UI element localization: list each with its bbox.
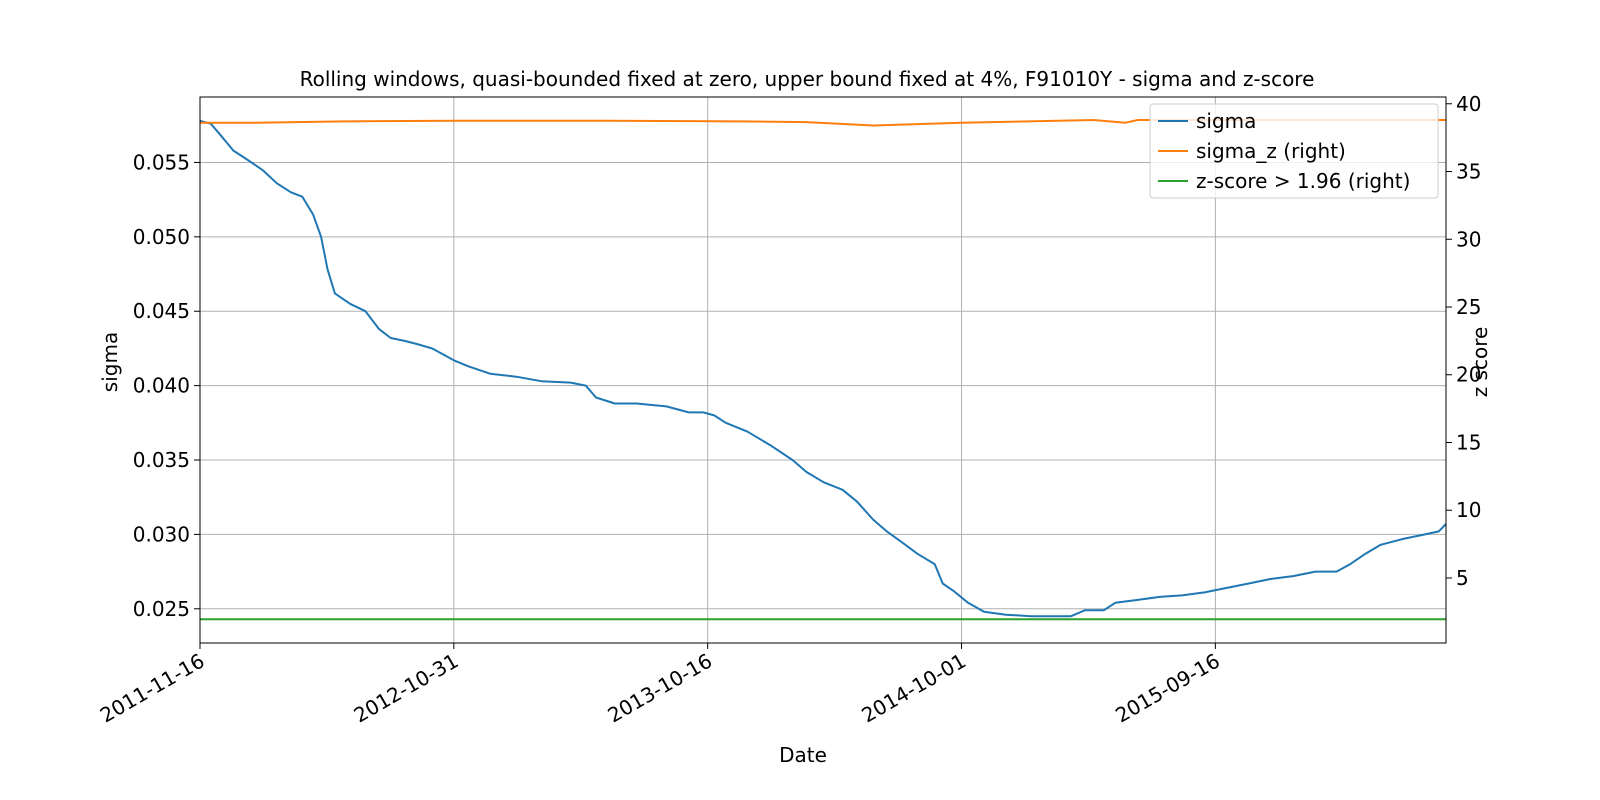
x-tick-label: 2012-10-31 xyxy=(350,649,463,728)
legend: sigma sigma_z (right) z-score > 1.96 (righ… xyxy=(1149,103,1439,199)
y-tick-label-left: 0.055 xyxy=(133,150,190,174)
legend-entry: sigma xyxy=(1196,109,1256,133)
series-layer xyxy=(199,119,1447,621)
x-tick-label: 2015-09-16 xyxy=(1111,649,1224,728)
y-axis-right: 5 10 15 20 25 30 35 40 xyxy=(1446,92,1481,590)
x-tick-label: 2013-10-16 xyxy=(604,649,717,728)
y-axis-label-right: z score xyxy=(1468,327,1492,398)
y-tick-label-left: 0.045 xyxy=(133,299,190,323)
y-tick-label-right: 15 xyxy=(1456,430,1481,454)
y-tick-label-left: 0.040 xyxy=(133,374,190,398)
y-tick-label-right: 35 xyxy=(1456,160,1481,184)
legend-entry: sigma_z (right) xyxy=(1196,139,1346,163)
x-axis-label: Date xyxy=(779,743,827,767)
y-tick-label-right: 40 xyxy=(1456,92,1481,116)
y-tick-label-right: 20 xyxy=(1456,363,1481,387)
y-tick-label-right: 25 xyxy=(1456,295,1481,319)
y-tick-label-left: 0.025 xyxy=(133,597,190,621)
y-tick-label-right: 30 xyxy=(1456,227,1481,251)
y-tick-label-left: 0.035 xyxy=(133,448,190,472)
series-line-2 xyxy=(200,119,1446,127)
plot-frame xyxy=(199,96,1447,644)
legend-box xyxy=(1149,103,1439,199)
grid xyxy=(199,97,1446,643)
y-tick-label-left: 0.050 xyxy=(133,225,190,249)
legend-entry: z-score > 1.96 (right) xyxy=(1196,169,1410,193)
y-tick-label-right: 5 xyxy=(1456,566,1469,590)
y-tick-label-right: 10 xyxy=(1456,498,1481,522)
series-line-1 xyxy=(199,119,1447,618)
y-tick-label-left: 0.030 xyxy=(133,522,190,546)
y-axis-label-left: sigma xyxy=(98,332,122,392)
x-tick-label: 2014-10-01 xyxy=(857,649,970,728)
chart-title: Rolling windows, quasi-bounded fixed at … xyxy=(300,67,1315,91)
x-axis: 2011-11-16 2012-10-31 2013-10-16 2014-10-01… xyxy=(96,643,1224,727)
x-tick-label: 2011-11-16 xyxy=(96,649,209,728)
y-axis-left: 0.025 0.030 0.035 0.040 0.045 0.050 0.055 xyxy=(133,150,200,621)
